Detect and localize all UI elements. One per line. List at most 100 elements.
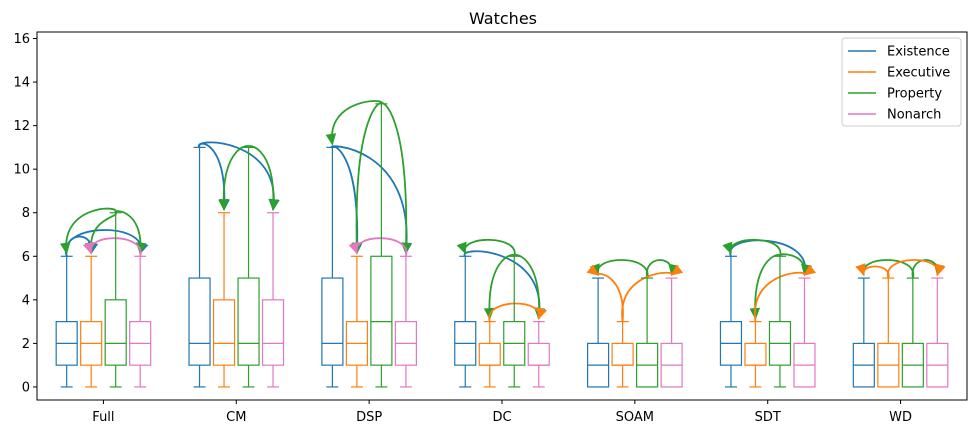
box-property-wd xyxy=(901,277,924,388)
box-body xyxy=(261,299,285,366)
box-nonarch-dsp xyxy=(394,255,417,388)
chart-title: Watches xyxy=(469,9,537,28)
arrow-head xyxy=(855,263,866,277)
arrow-executive-to-nonarch xyxy=(621,264,684,322)
box-nonarch-sdt xyxy=(793,277,816,388)
arrow-head xyxy=(935,263,946,277)
legend-label: Existence xyxy=(887,45,950,60)
legend-entry-executive: Executive xyxy=(848,66,950,81)
legend-label: Property xyxy=(887,87,942,102)
arrow-curve xyxy=(330,145,408,254)
box-executive-dsp xyxy=(345,255,368,388)
box-existence-cm xyxy=(188,146,211,388)
arrow-head xyxy=(348,241,359,255)
box-nonarch-full xyxy=(129,255,152,388)
arrow-curve xyxy=(862,265,890,279)
arrow-executive-to-existence xyxy=(586,264,624,322)
arrow-curve xyxy=(65,207,117,254)
arrow-head xyxy=(82,241,93,255)
x-tick-label: WD xyxy=(889,410,912,425)
box-property-dsp xyxy=(370,103,393,388)
legend-label: Nonarch xyxy=(887,108,941,123)
arrow-property-to-existence xyxy=(456,238,516,257)
arrow-property-to-existence xyxy=(325,100,383,146)
box-property-sdt xyxy=(768,255,792,388)
box-executive-cm xyxy=(212,212,236,388)
box-executive-wd xyxy=(877,277,900,388)
x-tick-label: SDT xyxy=(755,410,781,425)
arrow-layer xyxy=(59,100,946,322)
arrow-existence-to-nonarch xyxy=(463,250,546,320)
arrow-curve xyxy=(380,101,408,254)
arrow-head xyxy=(670,264,684,276)
box-existence-wd xyxy=(852,277,875,388)
box-body xyxy=(478,342,501,366)
arrow-property-to-executive xyxy=(351,101,383,255)
y-tick-label: 2 xyxy=(22,337,30,352)
y-tick-label: 6 xyxy=(22,250,30,265)
box-body xyxy=(527,342,550,366)
arrow-property-to-existence xyxy=(59,207,117,255)
arrow-property-to-existence xyxy=(589,259,649,279)
arrow-head xyxy=(325,133,337,146)
arrow-existence-to-nonarch xyxy=(330,145,413,255)
x-tick-label: SOAM xyxy=(616,410,654,425)
arrow-executive-to-nonarch xyxy=(488,302,548,322)
arrow-head xyxy=(268,198,279,211)
arrow-head xyxy=(722,241,733,255)
legend-label: Executive xyxy=(887,66,950,81)
box-body xyxy=(744,342,767,366)
box-body xyxy=(611,342,634,366)
y-tick-label: 14 xyxy=(13,76,30,91)
x-tick-label: DC xyxy=(492,410,511,425)
box-property-full xyxy=(104,212,127,388)
y-tick-label: 4 xyxy=(22,293,30,308)
box-existence-dsp xyxy=(321,146,344,388)
box-executive-sdt xyxy=(744,321,767,388)
y-tick-label: 8 xyxy=(22,206,30,221)
arrow-curve xyxy=(114,210,142,254)
arrow-head xyxy=(803,264,816,276)
arrow-existence-to-nonarch xyxy=(197,141,280,211)
arrow-head xyxy=(218,198,229,211)
arrow-curve xyxy=(729,239,806,276)
plot-frame xyxy=(36,31,968,401)
arrow-curve xyxy=(597,273,624,322)
arrow-curve xyxy=(464,238,516,257)
box-nonarch-cm xyxy=(261,212,285,388)
box-layer xyxy=(55,103,949,388)
legend-entry-property: Property xyxy=(848,87,942,102)
arrow-property-to-nonarch xyxy=(247,145,279,211)
box-property-dc xyxy=(503,255,526,388)
arrow-property-to-nonarch xyxy=(380,101,412,255)
box-nonarch-dc xyxy=(527,321,550,388)
arrow-executive-to-existence xyxy=(855,263,890,279)
box-executive-soam xyxy=(611,321,634,388)
arrow-curve xyxy=(513,253,540,319)
arrow-head xyxy=(537,306,548,320)
arrow-head xyxy=(59,242,71,255)
legend-entry-nonarch: Nonarch xyxy=(848,108,941,123)
y-tick-label: 12 xyxy=(13,119,30,134)
x-tick-label: DSP xyxy=(356,410,382,425)
arrow-curve xyxy=(621,271,673,322)
y-tick-label: 0 xyxy=(22,380,30,395)
arrow-curve xyxy=(911,259,939,279)
box-existence-full xyxy=(55,255,78,388)
arrow-curve xyxy=(65,229,142,257)
box-executive-full xyxy=(80,255,103,388)
y-tick-label: 10 xyxy=(13,163,30,178)
arrow-nonarch-to-executive xyxy=(82,237,142,257)
arrow-head xyxy=(456,241,467,255)
box-property-cm xyxy=(237,146,260,388)
box-nonarch-soam xyxy=(660,277,683,388)
box-property-soam xyxy=(636,277,659,388)
arrow-property-to-existence xyxy=(722,238,782,257)
box-existence-dc xyxy=(454,255,477,388)
arrow-head xyxy=(586,264,600,276)
box-body xyxy=(212,299,236,366)
box-nonarch-wd xyxy=(926,277,949,388)
legend: Existence Executive Property Nonarch xyxy=(841,37,962,127)
